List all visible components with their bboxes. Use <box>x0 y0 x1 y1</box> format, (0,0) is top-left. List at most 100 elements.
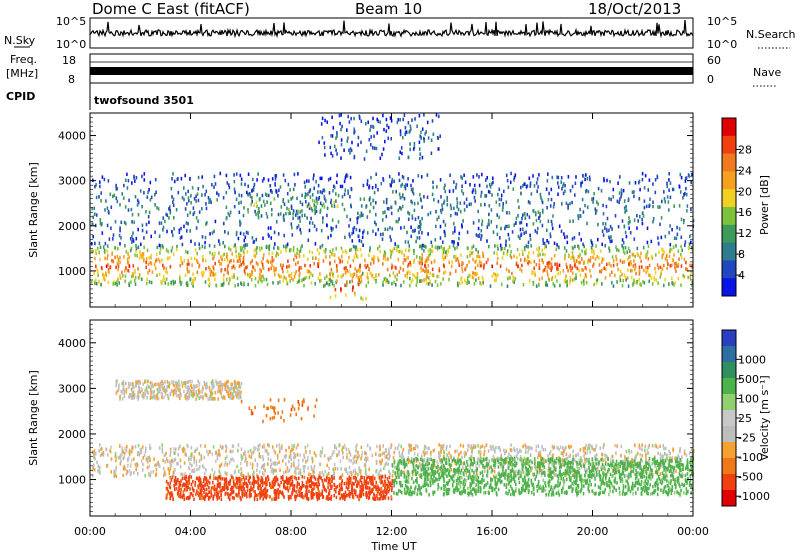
power-cell <box>420 136 422 140</box>
power-cell <box>447 203 449 207</box>
power-cell <box>675 244 677 248</box>
freq-bottom-tick: 8 <box>68 73 75 86</box>
colorbar-tick-label: 24 <box>738 164 752 177</box>
power-cell <box>366 150 368 154</box>
power-cell <box>255 213 257 217</box>
power-cell <box>606 179 608 183</box>
power-cell <box>241 182 243 186</box>
power-cell <box>342 195 344 199</box>
power-cell <box>143 252 145 256</box>
power-cell <box>681 218 683 222</box>
power-cell <box>476 173 478 177</box>
power-cell <box>112 282 114 286</box>
power-cell <box>128 208 130 212</box>
power-cell <box>407 211 409 215</box>
power-cell <box>320 177 322 181</box>
vel-cell <box>621 445 623 449</box>
power-cell <box>246 231 248 235</box>
power-cell <box>414 202 416 206</box>
power-cell <box>330 234 332 238</box>
power-cell <box>386 198 388 202</box>
power-cell <box>231 252 233 256</box>
power-cell <box>479 184 481 188</box>
vel-cell <box>401 453 403 457</box>
power-cell <box>428 254 430 257</box>
power-cell <box>521 217 523 221</box>
vel-cell <box>634 444 636 448</box>
vel-cell <box>427 447 429 451</box>
power-cell <box>552 176 554 180</box>
power-cell <box>140 189 142 193</box>
vel-cell <box>367 444 369 448</box>
power-cell <box>490 284 492 288</box>
vel-cell <box>209 450 211 454</box>
power-cell <box>370 176 372 180</box>
power-cell <box>601 189 603 193</box>
power-cell <box>248 173 250 177</box>
power-cell <box>618 225 620 229</box>
power-cell <box>361 254 363 258</box>
vel-cell <box>524 443 526 447</box>
power-cell <box>281 266 283 270</box>
nave-top-tick: 60 <box>707 54 721 67</box>
power-cell <box>334 260 336 264</box>
power-cell <box>368 186 370 190</box>
power-cell <box>274 273 276 277</box>
power-cell <box>505 225 507 229</box>
power-cell <box>681 176 683 180</box>
power-cell <box>340 128 342 131</box>
power-cell <box>324 119 326 123</box>
power-cell <box>618 249 620 253</box>
power-cell <box>547 172 549 176</box>
power-cell <box>228 282 230 286</box>
power-cell <box>247 231 249 235</box>
power-cell <box>96 196 98 200</box>
vel-cell <box>474 461 476 465</box>
power-cell <box>213 255 215 259</box>
power-cell <box>590 274 592 278</box>
vel-cell <box>660 452 662 456</box>
vel-cell <box>391 443 393 447</box>
vel-cell <box>625 485 627 489</box>
power-cell <box>417 236 419 240</box>
power-cell <box>547 265 549 269</box>
power-cell <box>436 113 438 117</box>
power-cell <box>201 175 203 179</box>
power-cell <box>280 263 282 267</box>
power-cell <box>466 205 468 209</box>
power-cell <box>533 209 535 213</box>
power-cell <box>370 271 372 275</box>
power-cell <box>456 197 458 201</box>
power-cell <box>242 246 244 250</box>
power-cell <box>658 266 660 270</box>
power-cell <box>530 181 532 185</box>
power-cell <box>298 268 300 272</box>
vel-cell <box>652 444 654 448</box>
vel-cell <box>456 449 458 453</box>
power-cell <box>297 248 299 252</box>
vel-cell <box>276 462 278 466</box>
power-cell <box>100 283 102 287</box>
vel-cell <box>544 489 546 493</box>
power-cell <box>526 185 528 189</box>
power-cell <box>593 283 595 287</box>
power-cell <box>567 241 569 245</box>
power-cell <box>342 250 344 254</box>
power-cell <box>639 269 641 273</box>
power-cell <box>487 258 489 262</box>
power-cell <box>356 270 358 274</box>
power-cell <box>93 207 95 211</box>
vel-cell <box>594 477 596 481</box>
nave-bottom-tick: 0 <box>707 73 714 86</box>
power-cell <box>308 239 310 243</box>
power-cell <box>460 253 462 257</box>
vel-cell <box>655 445 657 449</box>
power-cell <box>292 278 294 282</box>
vel-cell <box>498 488 500 492</box>
vel-cell <box>163 474 165 478</box>
power-cell <box>536 247 538 251</box>
power-cell <box>524 246 526 250</box>
power-cell <box>194 257 196 261</box>
power-cell <box>303 254 305 258</box>
power-cell <box>564 184 566 188</box>
